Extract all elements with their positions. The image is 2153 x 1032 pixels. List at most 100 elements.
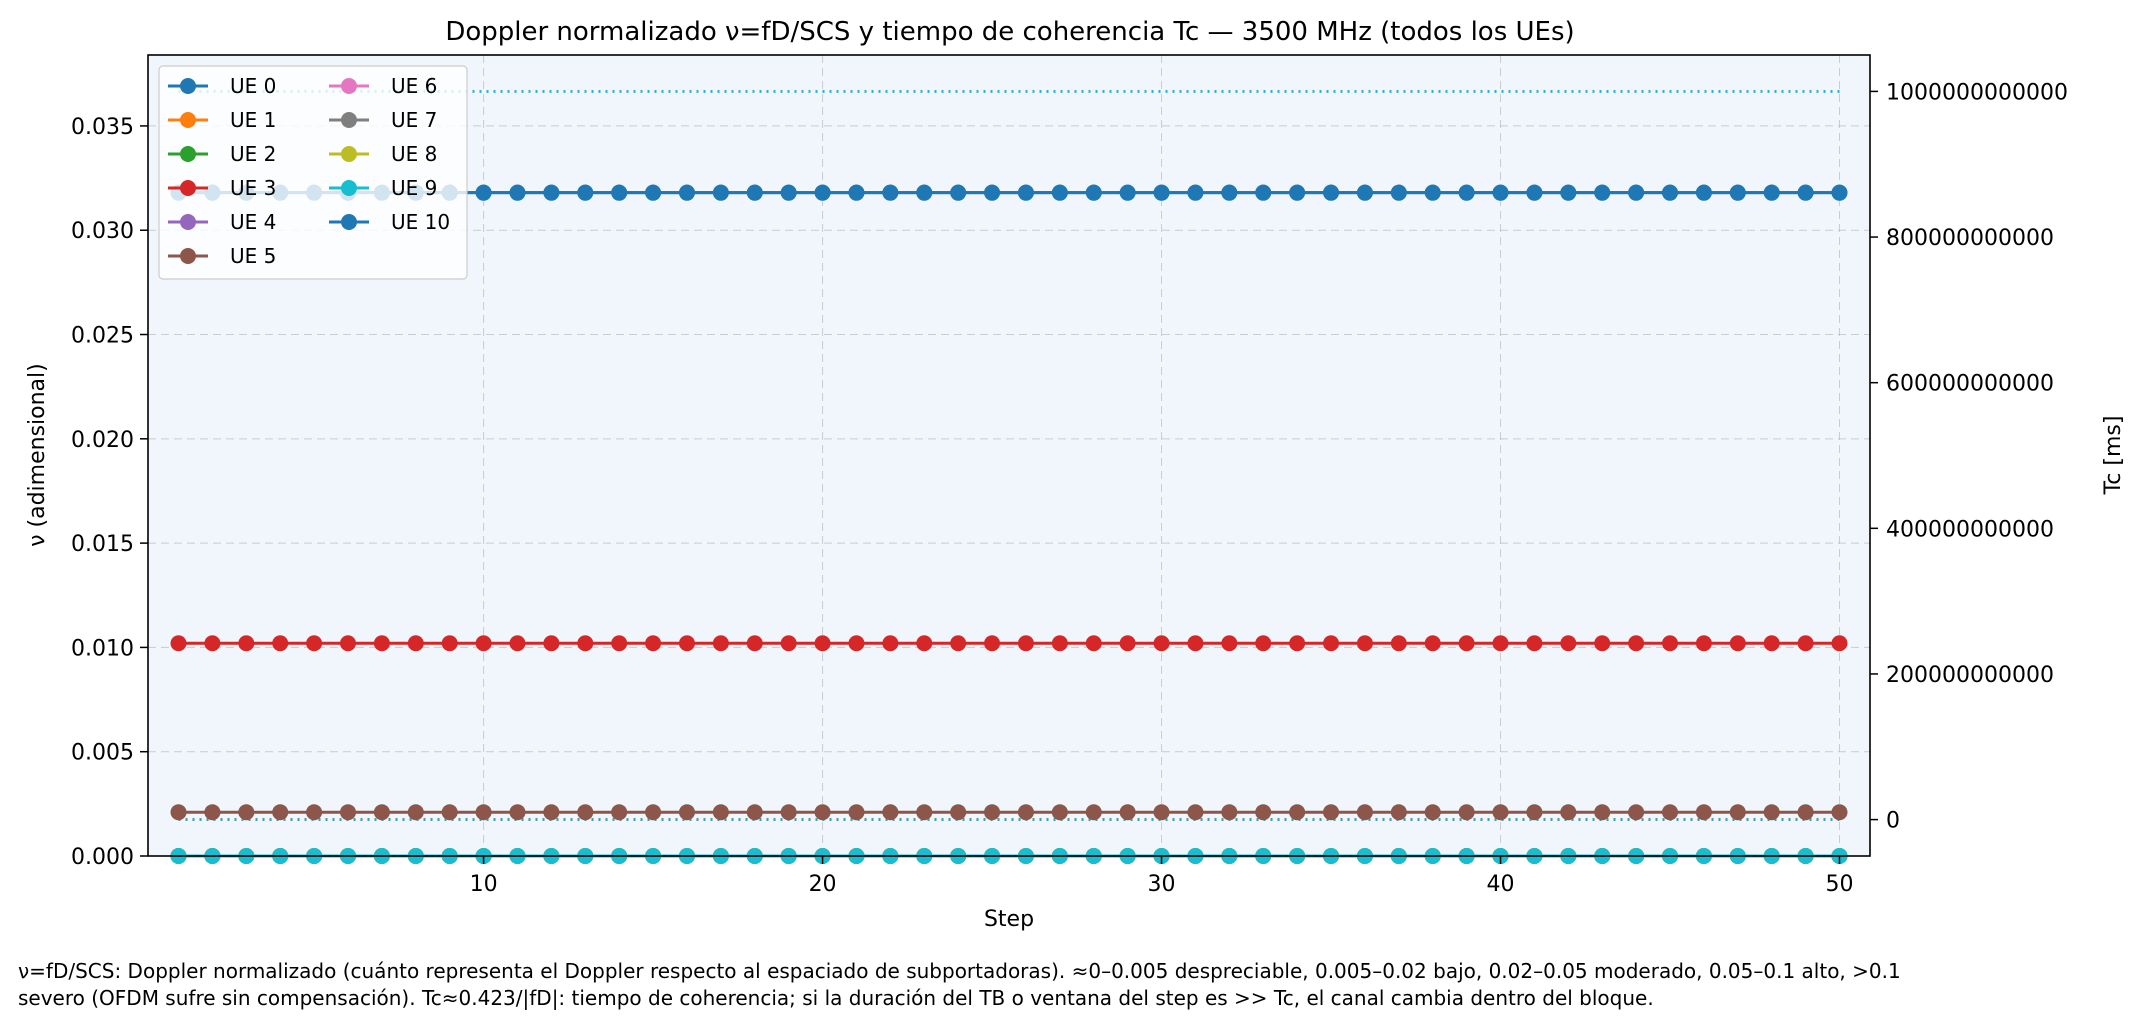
data-point bbox=[1492, 184, 1509, 201]
data-point bbox=[238, 804, 255, 821]
right-y-tick-label: 800000000000 bbox=[1886, 226, 2054, 251]
y-tick-label: 0.005 bbox=[71, 741, 134, 766]
data-point bbox=[1628, 184, 1645, 201]
data-point bbox=[611, 635, 628, 652]
legend-label: UE 1 bbox=[230, 108, 276, 132]
data-point bbox=[780, 804, 797, 821]
right-y-tick-label: 1000000000000 bbox=[1886, 80, 2068, 105]
data-point bbox=[1662, 184, 1679, 201]
data-point bbox=[509, 804, 526, 821]
data-point bbox=[950, 184, 967, 201]
data-point bbox=[984, 635, 1001, 652]
y-tick-label: 0.015 bbox=[71, 532, 134, 557]
x-tick-label: 50 bbox=[1825, 872, 1853, 897]
data-point bbox=[272, 635, 289, 652]
legend-label: UE 5 bbox=[230, 244, 276, 268]
legend-marker bbox=[341, 112, 357, 128]
data-point bbox=[611, 184, 628, 201]
data-point bbox=[1051, 804, 1068, 821]
legend-marker bbox=[341, 78, 357, 94]
data-point bbox=[1797, 804, 1814, 821]
legend-label: UE 9 bbox=[391, 176, 437, 200]
data-point bbox=[1017, 804, 1034, 821]
legend-marker bbox=[341, 180, 357, 196]
data-point bbox=[1085, 184, 1102, 201]
data-point bbox=[1119, 184, 1136, 201]
data-point bbox=[339, 804, 356, 821]
data-point bbox=[1594, 804, 1611, 821]
data-point bbox=[1289, 635, 1306, 652]
data-point bbox=[339, 635, 356, 652]
data-point bbox=[1187, 635, 1204, 652]
data-point bbox=[882, 635, 899, 652]
data-point bbox=[204, 635, 221, 652]
data-point bbox=[1492, 635, 1509, 652]
data-point bbox=[882, 804, 899, 821]
data-point bbox=[1560, 804, 1577, 821]
data-point bbox=[814, 635, 831, 652]
data-point bbox=[712, 635, 729, 652]
data-point bbox=[543, 184, 560, 201]
legend-label: UE 6 bbox=[391, 74, 437, 98]
data-point bbox=[712, 804, 729, 821]
x-axis-ticks: 10 20 30 40 50 bbox=[470, 856, 1853, 897]
legend-marker bbox=[180, 248, 196, 264]
legend-item: UE 4 bbox=[168, 210, 276, 234]
data-point bbox=[1695, 635, 1712, 652]
y-tick-label: 0.010 bbox=[71, 636, 134, 661]
plot-frame bbox=[147, 54, 1871, 857]
data-point bbox=[1323, 635, 1340, 652]
x-tick-label: 20 bbox=[809, 872, 837, 897]
data-point bbox=[204, 804, 221, 821]
data-point bbox=[577, 635, 594, 652]
caption: ν=fD/SCS: Doppler normalizado (cuánto re… bbox=[18, 958, 2143, 1012]
chart-title: Doppler normalizado ν=fD/SCS y tiempo de… bbox=[445, 17, 1574, 47]
data-point bbox=[1289, 184, 1306, 201]
data-point bbox=[882, 184, 899, 201]
data-point bbox=[509, 635, 526, 652]
data-point bbox=[950, 804, 967, 821]
right-y-tick-label: 200000000000 bbox=[1886, 663, 2054, 688]
legend-frame bbox=[158, 65, 468, 280]
legend: UE 0 UE 1 UE 2 UE 3 UE 4 UE 5 UE 6 UE 7 UE 8 UE 9… bbox=[158, 65, 468, 280]
data-point bbox=[1831, 804, 1848, 821]
data-point bbox=[1221, 184, 1238, 201]
data-point bbox=[1051, 635, 1068, 652]
series-ue-5 bbox=[170, 804, 1848, 821]
data-point bbox=[1187, 804, 1204, 821]
data-point bbox=[746, 635, 763, 652]
data-point bbox=[678, 635, 695, 652]
y-axis-ticks: 0.000 0.005 0.010 0.015 0.020 0.025 0.030 0.035 bbox=[71, 115, 148, 870]
data-point bbox=[1729, 184, 1746, 201]
data-point bbox=[1831, 184, 1848, 201]
data-point bbox=[1695, 184, 1712, 201]
data-point bbox=[1255, 635, 1272, 652]
data-point bbox=[1390, 804, 1407, 821]
y-tick-label: 0.025 bbox=[71, 324, 134, 349]
data-point bbox=[1085, 804, 1102, 821]
legend-marker bbox=[180, 112, 196, 128]
data-point bbox=[1729, 635, 1746, 652]
right-y-tick-label: 600000000000 bbox=[1886, 372, 2054, 397]
data-point bbox=[1526, 184, 1543, 201]
data-point bbox=[780, 635, 797, 652]
data-point bbox=[1323, 804, 1340, 821]
data-point bbox=[645, 635, 662, 652]
data-point bbox=[1458, 184, 1475, 201]
data-point bbox=[1017, 635, 1034, 652]
data-point bbox=[441, 804, 458, 821]
data-point bbox=[475, 635, 492, 652]
right-y-tick-label: 400000000000 bbox=[1886, 517, 2054, 542]
right-y-tick-label: 0 bbox=[1886, 809, 1900, 834]
data-point bbox=[170, 635, 187, 652]
y-axis-label: ν (adimensional) bbox=[25, 363, 50, 547]
right-y-axis-ticks: 0 200000000000 400000000000 600000000000 800… bbox=[1870, 80, 2068, 834]
legend-marker bbox=[341, 214, 357, 230]
x-axis-label: Step bbox=[984, 907, 1034, 932]
legend-label: UE 3 bbox=[230, 176, 276, 200]
data-point bbox=[1662, 804, 1679, 821]
data-point bbox=[1051, 184, 1068, 201]
data-point bbox=[373, 804, 390, 821]
data-point bbox=[950, 635, 967, 652]
legend-label: UE 7 bbox=[391, 108, 437, 132]
